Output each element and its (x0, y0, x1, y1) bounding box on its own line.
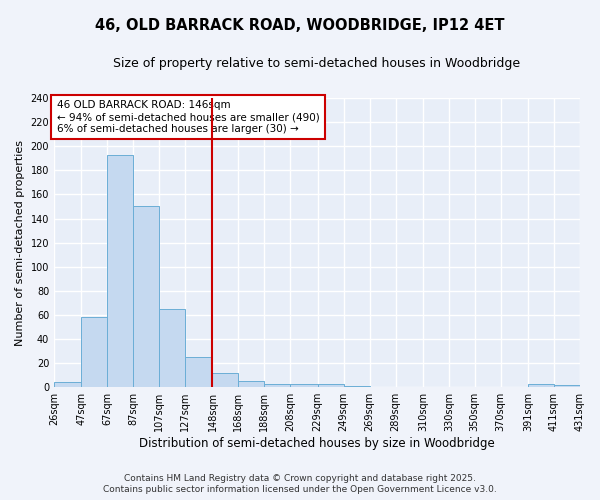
Bar (265, 384, 290, 387)
Bar (82, 318, 107, 387)
Bar (344, 386, 370, 387)
X-axis label: Distribution of semi-detached houses by size in Woodbridge: Distribution of semi-detached houses by … (139, 437, 495, 450)
Bar (107, 154, 133, 387)
Bar (290, 384, 317, 387)
Bar (317, 384, 344, 387)
Text: 46, OLD BARRACK ROAD, WOODBRIDGE, IP12 4ET: 46, OLD BARRACK ROAD, WOODBRIDGE, IP12 4… (95, 18, 505, 32)
Bar (185, 357, 212, 387)
Bar (133, 206, 159, 387)
Bar (54, 382, 82, 387)
Title: Size of property relative to semi-detached houses in Woodbridge: Size of property relative to semi-detach… (113, 58, 521, 70)
Text: 46 OLD BARRACK ROAD: 146sqm
← 94% of semi-detached houses are smaller (490)
6% o: 46 OLD BARRACK ROAD: 146sqm ← 94% of sem… (56, 100, 319, 134)
Bar (238, 381, 265, 387)
Bar (159, 309, 185, 387)
Text: Contains HM Land Registry data © Crown copyright and database right 2025.
Contai: Contains HM Land Registry data © Crown c… (103, 474, 497, 494)
Bar (554, 385, 580, 387)
Y-axis label: Number of semi-detached properties: Number of semi-detached properties (15, 140, 25, 346)
Bar (212, 373, 238, 387)
Bar (528, 384, 554, 387)
